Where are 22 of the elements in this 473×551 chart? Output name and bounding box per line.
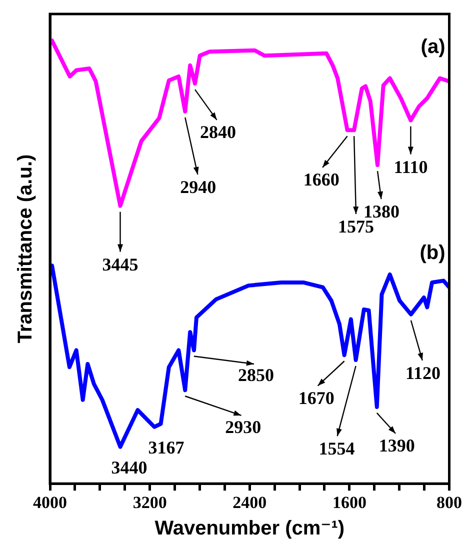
x-tick-label: 800 (436, 493, 462, 512)
annotation: 1390 (378, 436, 415, 456)
x-tick-label: 1600 (332, 493, 366, 512)
annotation: 3167 (148, 438, 184, 458)
annotation: 1554 (318, 438, 355, 459)
annotation: 1110 (394, 156, 428, 177)
x-axis-title: Wavenumber (cm⁻¹) (154, 518, 345, 540)
annotation: 3440 (111, 457, 148, 478)
series-label: (a) (420, 36, 446, 58)
annotation: 1670 (298, 388, 334, 408)
annotation: 2930 (225, 416, 262, 437)
x-tick-label: 4000 (33, 493, 67, 512)
annotation: 3445 (102, 254, 138, 274)
annotation: 2940 (180, 177, 216, 198)
annotation: 2850 (238, 364, 274, 385)
x-tick-label: 2400 (232, 493, 267, 512)
annotation: 2840 (200, 122, 236, 142)
x-tick-label: 3200 (132, 493, 167, 512)
annotation: 1120 (405, 363, 440, 384)
y-axis-title: Transmittance (a.u.) (14, 154, 37, 344)
annotation: 1660 (303, 170, 340, 190)
series-label: (b) (420, 242, 446, 264)
